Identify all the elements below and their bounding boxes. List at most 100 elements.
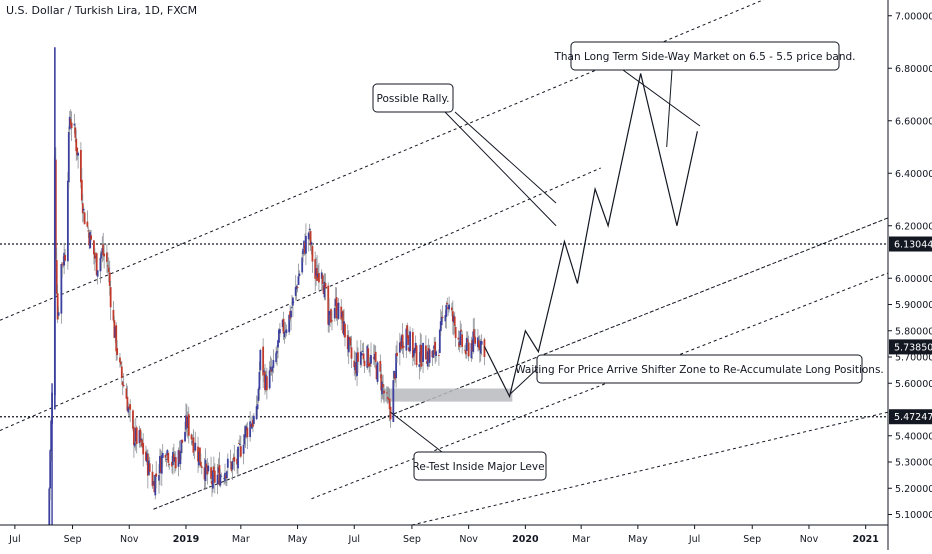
x-tick-label: 2020 [512,534,539,545]
candle-body [148,463,151,472]
candle-body [439,321,442,332]
y-tick-label: 6.80000 [895,64,932,75]
candle-body [210,467,212,479]
candle-body [393,371,396,379]
candle-body [127,406,130,413]
candle-body [142,442,145,455]
candle-body [49,450,52,489]
level-badge-text: 5.47247 [894,412,932,423]
candle-body [285,329,288,334]
candle-body [402,345,405,348]
candle-body [419,344,422,363]
candle-body [424,345,427,360]
level-badge-text: 6.13044 [894,240,932,251]
candle-body [289,311,292,320]
candle-body [427,347,430,362]
candle-body [185,415,187,430]
candle-body [100,253,103,259]
candle-body [477,337,479,348]
candle-body [388,398,391,410]
candle-body [362,353,365,360]
candle-body [374,351,377,363]
callout-pointer [444,111,557,227]
candle-body [165,458,168,460]
candle-body [392,380,395,422]
y-tick-label: 5.10000 [895,510,932,521]
candle-body [459,330,462,346]
candle-body [316,268,318,281]
current-price-badge [889,339,932,355]
candle-body [278,329,280,343]
candle-body [292,297,294,306]
callout-pointer [510,368,538,395]
candle-body [385,392,388,394]
candle-body [242,444,245,454]
candle-body [271,366,274,372]
candle-body [186,416,189,428]
candle-body [480,341,483,345]
candle-body [372,357,375,359]
candle-body [159,456,161,474]
y-tick-label: 7.00000 [895,11,932,22]
y-tick-label: 6.60000 [895,116,932,127]
candle-body [368,363,371,366]
zone-layer [383,388,513,402]
candle-body [224,472,226,482]
x-tick-label: Sep [64,534,82,545]
candle-body [386,397,389,399]
candle-body [341,311,344,318]
candle-body [432,350,435,358]
candle-body [334,299,337,307]
candle-body [478,344,481,350]
candle-body [400,335,403,347]
candle-body [428,349,431,363]
candle-body [305,235,307,254]
candle-body [328,310,331,326]
candle-body [231,461,234,470]
candle-body [278,329,281,334]
candle-body [63,252,66,266]
candle-body [470,343,473,359]
candle-body [194,442,197,451]
candle-body [50,420,53,451]
candle-body [310,242,313,245]
candle-body [204,459,207,481]
candle-body [160,455,163,474]
candle-body [79,149,82,183]
x-tick-label: Nov [800,534,819,545]
candle-body [327,285,330,325]
x-tick-label: 2019 [173,534,199,545]
candle-body [173,457,176,462]
candle-body [408,347,411,352]
candle-body [381,381,384,395]
candle-body [232,458,235,460]
candle-body [323,281,326,298]
candle-body [184,431,186,442]
candle-body [355,362,358,374]
candle-body [60,264,63,314]
candle-body [159,457,162,473]
x-tick-label: Jul [688,534,700,545]
candle-body [87,230,90,232]
candle-body [218,464,221,486]
candle-body [396,352,398,356]
candle-body [61,265,64,266]
candle-body [126,396,129,411]
candle-body [418,364,421,367]
candle-body [62,262,65,265]
candle-body [246,427,249,438]
candle-body [346,335,349,350]
candle-body [284,331,287,332]
candle-body [128,406,131,408]
candle-body [233,456,236,462]
candle-body [394,373,397,380]
candle-body [89,232,92,249]
candle-body [101,248,104,254]
candle-body [288,314,291,333]
y-tick-label: 5.70000 [895,353,932,364]
candle-body [64,255,66,261]
candle-body [340,306,343,320]
candle-body [164,454,167,458]
candle-body [96,270,99,277]
